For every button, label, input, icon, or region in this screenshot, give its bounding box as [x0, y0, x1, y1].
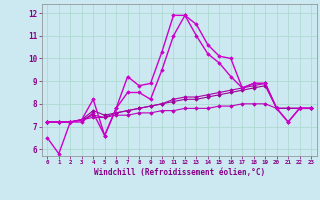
X-axis label: Windchill (Refroidissement éolien,°C): Windchill (Refroidissement éolien,°C): [94, 168, 265, 177]
